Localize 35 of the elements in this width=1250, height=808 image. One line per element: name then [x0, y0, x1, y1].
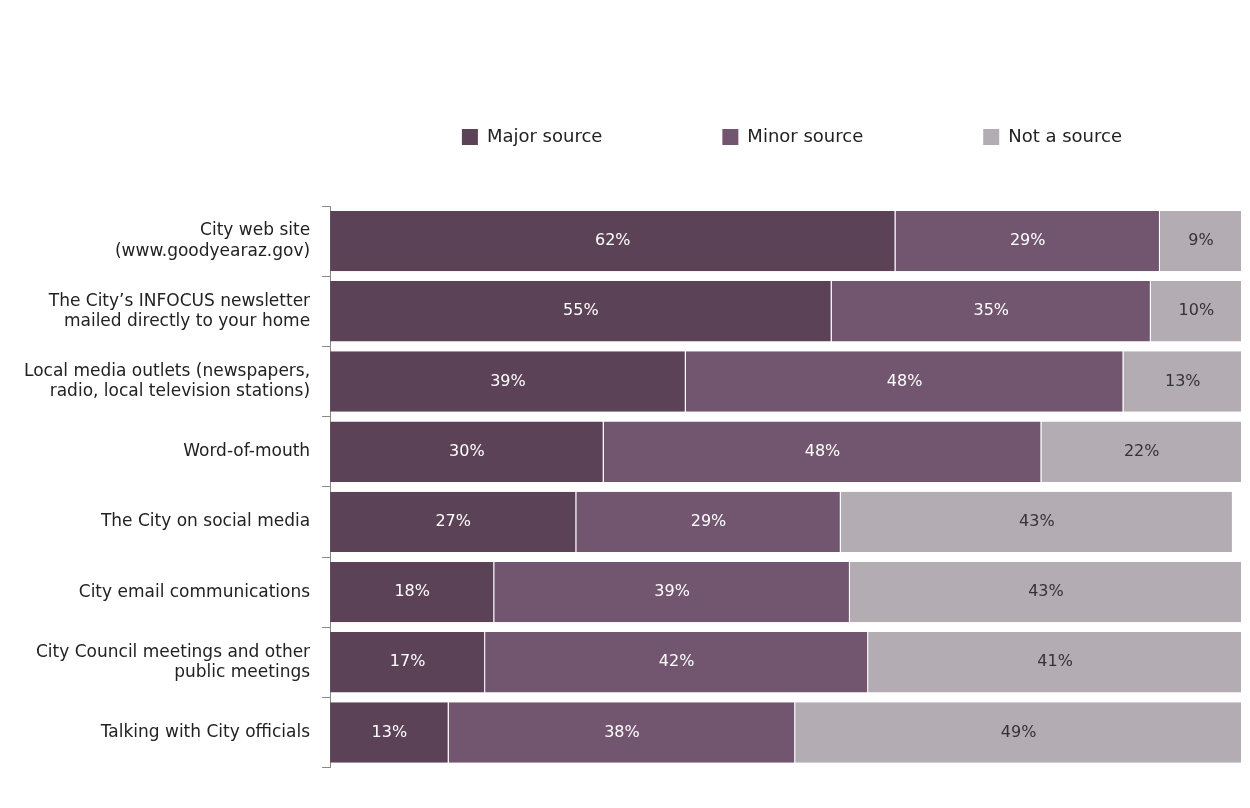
data-label: 13%	[1164, 370, 1201, 390]
data-label: 42%	[658, 651, 695, 671]
data-label: 43%	[1028, 581, 1064, 601]
data-label: 62%	[595, 230, 631, 250]
y-tick-label: The City on social media	[99, 510, 311, 531]
data-label: 55%	[563, 300, 599, 320]
data-label: 30%	[449, 440, 485, 460]
legend-label: Not a source	[1008, 124, 1123, 146]
data-label: 10%	[1178, 300, 1215, 320]
legend-label: Minor source	[747, 124, 864, 146]
data-label: 17%	[389, 651, 426, 671]
data-label: 43%	[1019, 511, 1055, 531]
y-tick-label: City web site (www.goodyearaz.gov)	[114, 219, 311, 260]
data-label: 35%	[973, 300, 1010, 320]
data-label: 48%	[886, 370, 923, 390]
legend-label: Major source	[486, 124, 603, 146]
data-label: 27%	[435, 511, 471, 531]
data-label: 29%	[1009, 230, 1046, 250]
y-tick-label: City email communications	[78, 580, 311, 601]
data-label: 29%	[690, 511, 727, 531]
data-label: 38%	[604, 721, 640, 741]
data-label: 39%	[654, 581, 690, 601]
y-tick-label: Word-of-mouth	[183, 440, 311, 461]
data-label: 49%	[1000, 721, 1037, 741]
y-tick-label: The City’s INFOCUS newsletter mailed directly to your home	[47, 289, 311, 330]
y-tick-label: City Council meetings and other public meetings	[35, 640, 311, 681]
data-label: 22%	[1123, 440, 1160, 460]
data-label: 13%	[371, 721, 408, 741]
data-label: 9%	[1188, 230, 1214, 250]
data-label: 39%	[490, 370, 526, 390]
y-tick-label: Local media outlets (newspapers, radio, local television stations)	[23, 359, 311, 401]
data-label: 18%	[394, 581, 430, 601]
data-label: 41%	[1037, 651, 1073, 671]
data-label: 48%	[804, 440, 841, 460]
y-tick-label: Talking with City officials	[99, 720, 311, 741]
